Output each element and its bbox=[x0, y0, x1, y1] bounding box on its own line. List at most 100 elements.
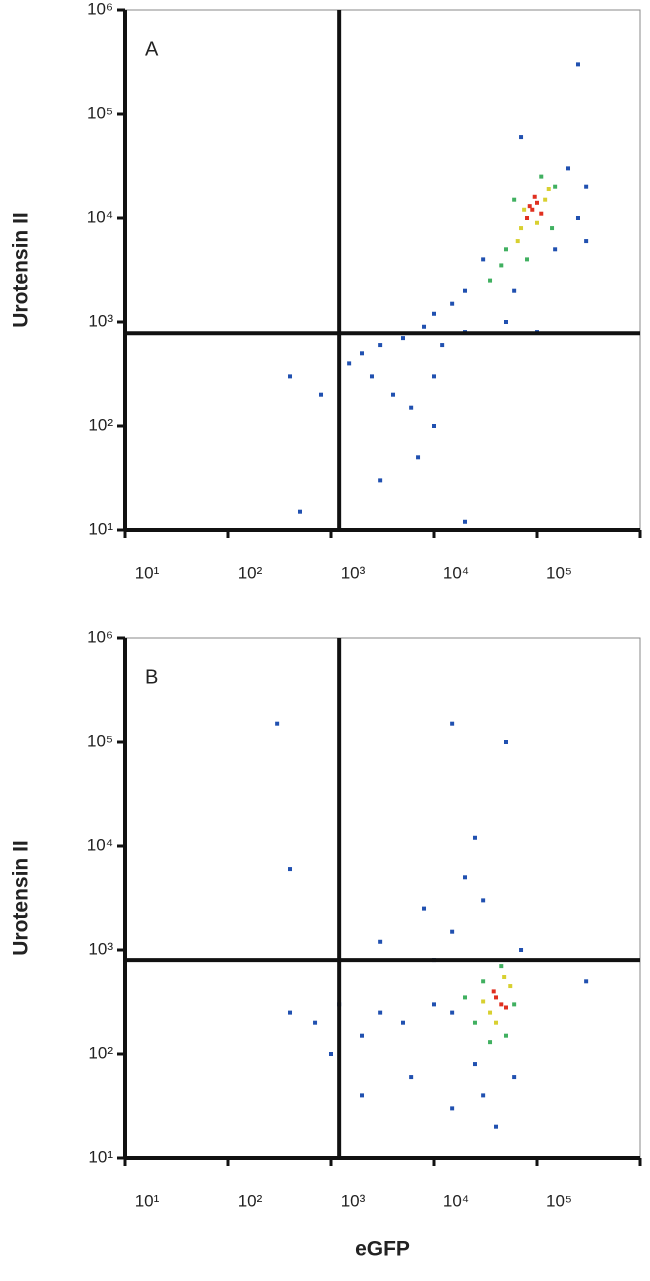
data-point bbox=[515, 239, 520, 244]
data-point bbox=[508, 984, 513, 989]
data-point bbox=[481, 979, 486, 984]
data-point bbox=[463, 875, 468, 880]
plot-frame bbox=[124, 637, 641, 1159]
y-tick-label: 10³ bbox=[88, 311, 113, 330]
data-point bbox=[378, 939, 383, 944]
panel-label: A bbox=[145, 38, 159, 60]
data-point bbox=[584, 239, 589, 244]
data-point bbox=[494, 995, 499, 1000]
data-point bbox=[512, 197, 517, 202]
data-point bbox=[527, 204, 532, 209]
data-point bbox=[432, 374, 436, 379]
data-point bbox=[288, 1010, 293, 1015]
y-tick-label: 10⁶ bbox=[87, 627, 113, 646]
data-point bbox=[472, 1062, 477, 1067]
x-tick-label: 10⁴ bbox=[443, 1191, 469, 1210]
data-point bbox=[539, 174, 544, 179]
data-point bbox=[512, 1075, 517, 1080]
data-point bbox=[400, 1020, 405, 1025]
data-point bbox=[347, 361, 352, 366]
data-point bbox=[450, 1106, 455, 1111]
data-point bbox=[432, 424, 436, 428]
data-point bbox=[530, 207, 535, 212]
data-point bbox=[546, 187, 551, 192]
x-tick-label: 10⁴ bbox=[443, 563, 469, 582]
data-point bbox=[503, 1033, 508, 1038]
data-point bbox=[525, 216, 530, 220]
data-point bbox=[503, 320, 508, 324]
x-tick-label: 10⁵ bbox=[546, 1191, 572, 1210]
data-point bbox=[416, 455, 421, 460]
x-tick-label: 10⁵ bbox=[546, 563, 572, 582]
data-point bbox=[499, 964, 504, 969]
data-point bbox=[584, 979, 589, 984]
y-tick-label: 10⁶ bbox=[87, 0, 113, 18]
data-point bbox=[491, 989, 496, 994]
data-point bbox=[319, 392, 324, 397]
data-point bbox=[488, 1040, 493, 1045]
data-point bbox=[409, 405, 414, 410]
panel-label: B bbox=[145, 666, 158, 688]
data-point bbox=[450, 929, 455, 934]
data-point bbox=[288, 867, 293, 872]
data-point bbox=[463, 995, 468, 1000]
x-tick-label: 10³ bbox=[341, 563, 366, 582]
data-point bbox=[481, 257, 486, 262]
data-point bbox=[525, 257, 530, 262]
data-point bbox=[550, 226, 555, 231]
x-tick-label: 10¹ bbox=[135, 1191, 160, 1210]
data-point bbox=[543, 197, 548, 202]
data-point bbox=[575, 216, 580, 220]
data-point bbox=[275, 721, 280, 726]
y-tick-label: 10³ bbox=[88, 939, 113, 958]
data-point bbox=[522, 207, 527, 212]
data-point bbox=[512, 288, 517, 293]
data-point bbox=[450, 721, 455, 726]
y-tick-label: 10² bbox=[88, 1043, 113, 1062]
x-tick-label: 10³ bbox=[341, 1191, 366, 1210]
data-point bbox=[535, 220, 539, 225]
data-point bbox=[488, 278, 493, 283]
y-tick-label: 10⁵ bbox=[87, 731, 113, 750]
data-point bbox=[378, 478, 383, 483]
data-point bbox=[432, 1002, 436, 1007]
data-point bbox=[422, 324, 427, 329]
data-point bbox=[463, 288, 468, 293]
data-point bbox=[463, 519, 468, 524]
data-point bbox=[503, 247, 508, 252]
data-point bbox=[503, 1005, 508, 1010]
data-point bbox=[450, 301, 455, 306]
data-point bbox=[519, 226, 524, 231]
y-axis-title: Urotensin II bbox=[10, 212, 33, 328]
data-point bbox=[450, 1010, 455, 1015]
y-tick-label: 10⁴ bbox=[87, 835, 113, 854]
data-point bbox=[288, 374, 293, 379]
data-point bbox=[481, 898, 486, 903]
data-point bbox=[422, 906, 427, 911]
y-tick-label: 10¹ bbox=[88, 519, 113, 538]
data-point bbox=[329, 1052, 333, 1056]
data-point bbox=[535, 200, 539, 205]
data-point bbox=[512, 1002, 517, 1007]
data-point bbox=[566, 166, 571, 171]
x-axis-title: eGFP bbox=[355, 1238, 410, 1261]
x-tick-label: 10² bbox=[238, 1191, 263, 1210]
data-point bbox=[584, 184, 589, 189]
data-point bbox=[360, 1093, 365, 1098]
y-tick-label: 10¹ bbox=[88, 1147, 113, 1166]
y-tick-label: 10⁴ bbox=[87, 207, 113, 226]
data-point bbox=[440, 343, 445, 348]
data-point bbox=[519, 135, 524, 140]
data-point bbox=[400, 336, 405, 341]
data-point bbox=[503, 740, 508, 744]
data-point bbox=[313, 1020, 318, 1025]
data-point bbox=[472, 835, 477, 840]
data-point bbox=[488, 1010, 493, 1015]
data-point bbox=[432, 311, 436, 316]
data-point bbox=[553, 184, 558, 189]
data-point bbox=[297, 509, 302, 514]
data-point bbox=[472, 1020, 477, 1025]
data-point bbox=[409, 1075, 414, 1080]
